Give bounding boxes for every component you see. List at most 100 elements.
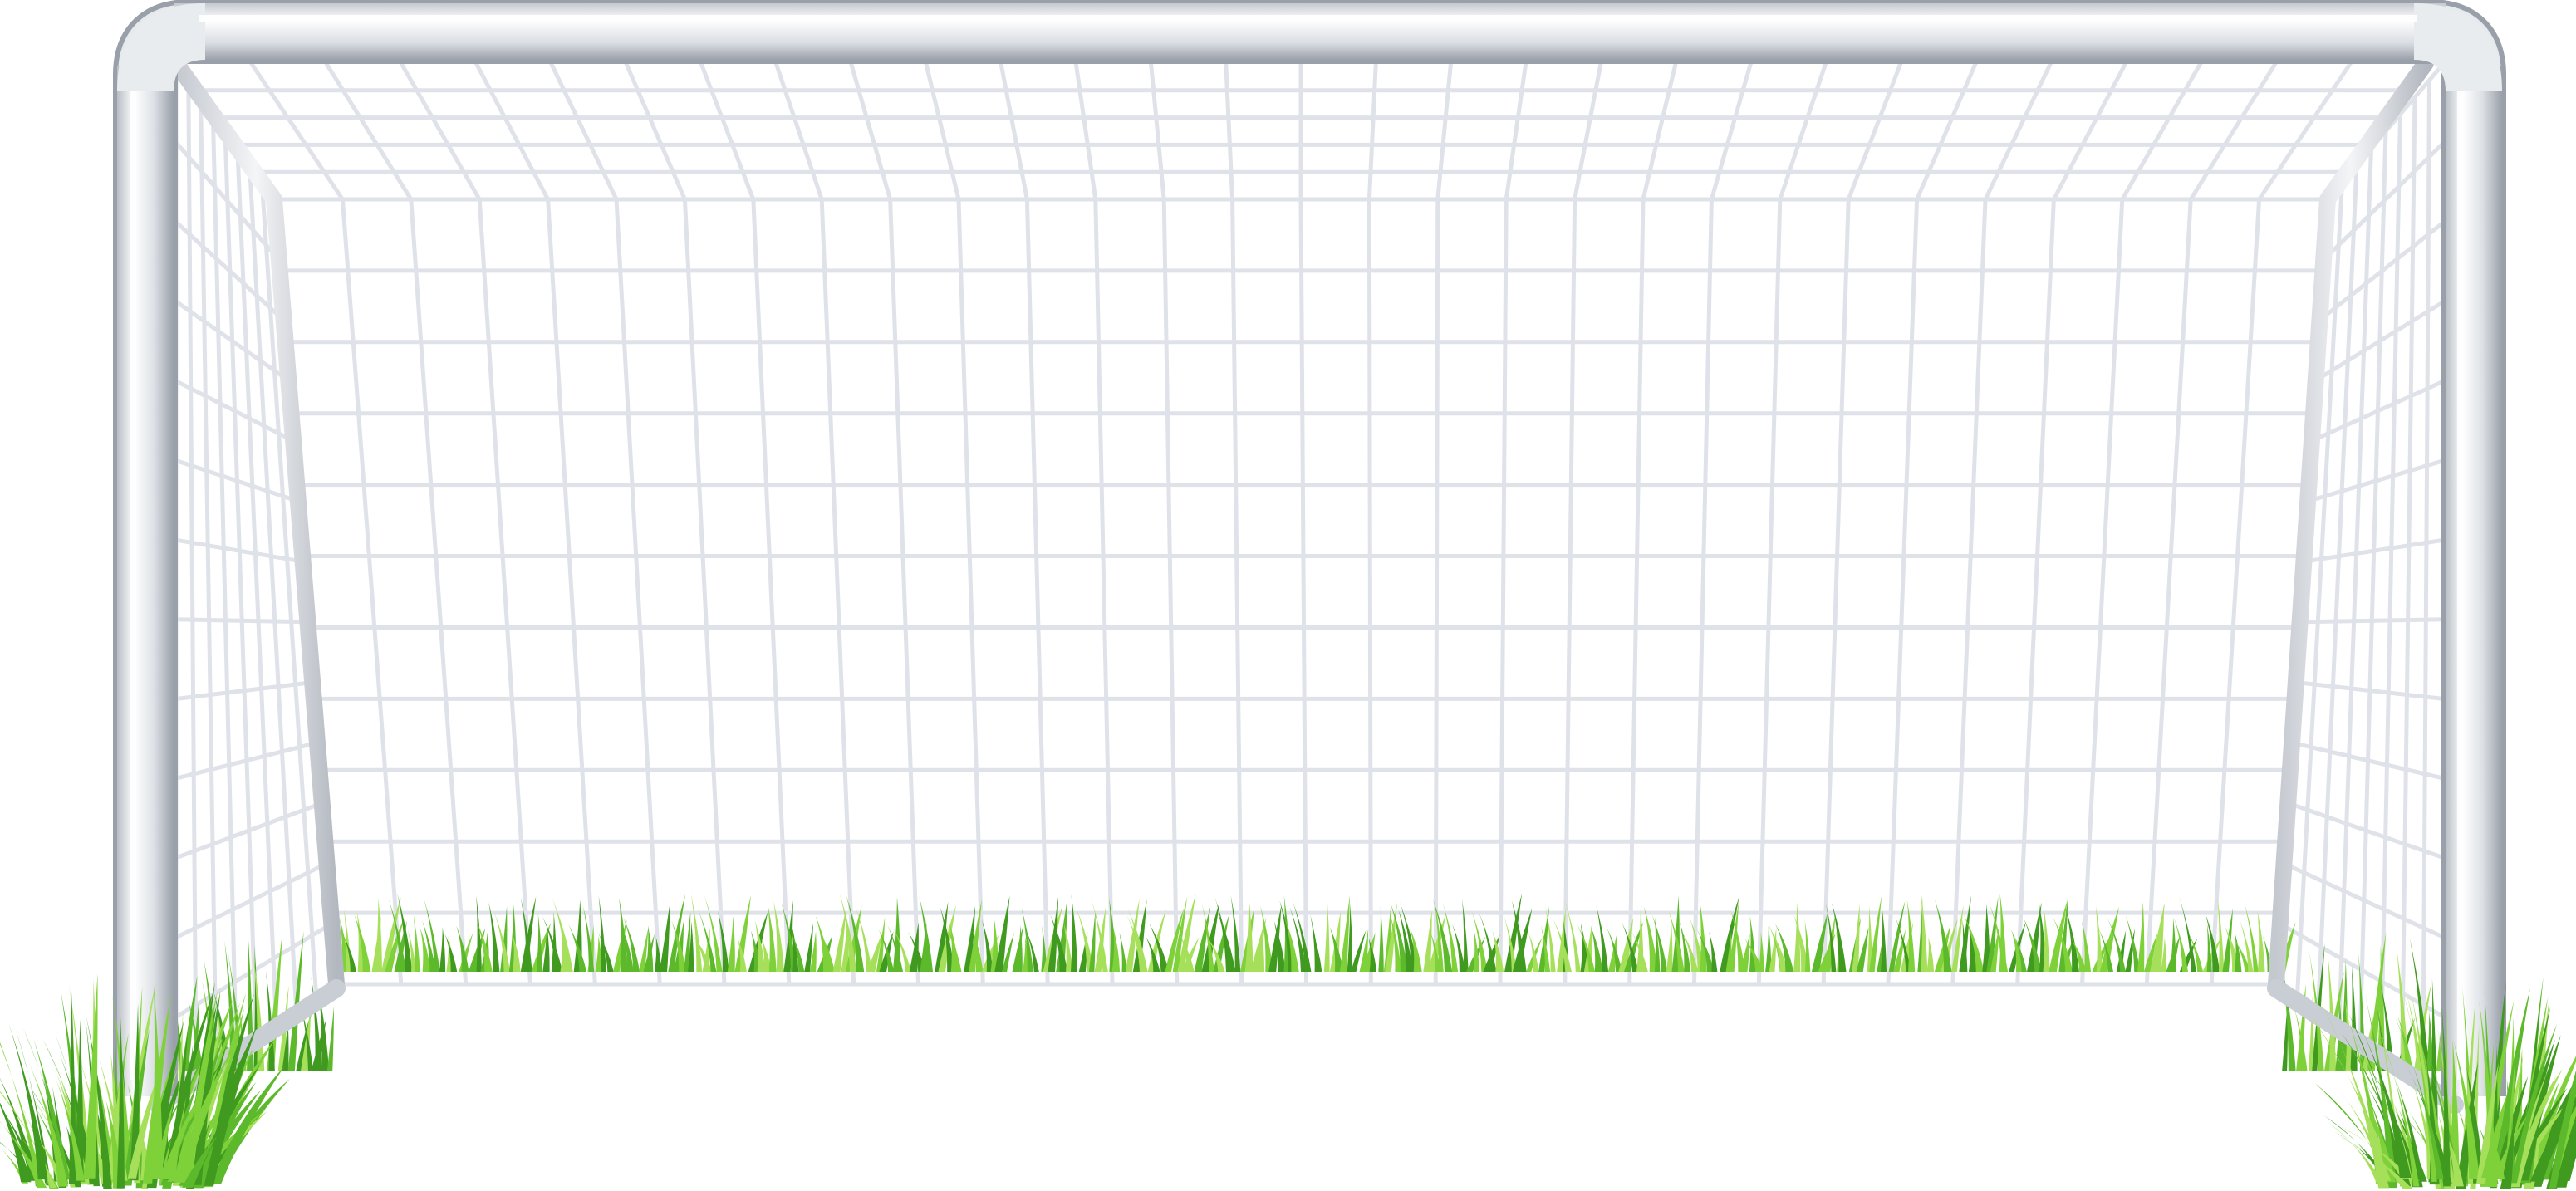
grass-blade	[1512, 908, 1533, 972]
grass-blade	[282, 1021, 289, 1071]
grass-blade	[935, 901, 949, 972]
grass-blade	[1250, 917, 1267, 972]
net-back-vertical	[546, 198, 597, 985]
net-left-vertical	[248, 164, 299, 1012]
grass-blade	[2170, 917, 2176, 972]
grass-blade	[2405, 979, 2437, 1182]
grass-blade	[1260, 905, 1273, 972]
crossbar-right-corner	[2414, 3, 2502, 91]
grass-blade	[116, 1013, 125, 1189]
grass-blade	[1273, 920, 1286, 972]
grass-blade	[2187, 931, 2203, 972]
grass-blade	[0, 1078, 39, 1181]
grass-blade	[1471, 910, 1488, 972]
grass-blade	[1230, 895, 1241, 972]
grass-blade	[2282, 997, 2289, 1071]
grass-blade	[1759, 932, 1764, 972]
grass-blade	[1023, 936, 1029, 972]
grass-blade	[990, 916, 999, 972]
grass-blade	[423, 897, 440, 972]
grass-blade	[2205, 913, 2220, 972]
grass-blade	[1268, 904, 1282, 972]
net-roof-line	[1641, 62, 1678, 200]
grass-blade	[994, 895, 1010, 972]
net-roof-line	[624, 62, 687, 200]
net-roof-line	[1149, 62, 1166, 200]
grass-blade	[2328, 1121, 2384, 1184]
grass-blade	[2481, 1093, 2508, 1179]
grass-blade	[1793, 902, 1801, 972]
net-back-vertical	[340, 198, 404, 985]
grass-blade	[1643, 906, 1658, 972]
grass-blade	[1398, 909, 1413, 972]
grass-blade	[2380, 981, 2395, 1071]
grass-blade	[1852, 904, 1860, 972]
grass-blade	[597, 931, 614, 972]
grass-blade	[2338, 1125, 2412, 1179]
grass-blade	[0, 1121, 47, 1189]
grass-blade	[420, 928, 431, 972]
grass-blade	[702, 927, 710, 972]
grass-blade	[2379, 1031, 2420, 1187]
grass-blade	[174, 1053, 230, 1183]
grass-blade	[0, 1142, 39, 1180]
grass-blade	[1624, 921, 1644, 972]
grass-blade	[2023, 917, 2042, 972]
grass-blade	[1368, 938, 1376, 972]
grass-blade	[2049, 899, 2068, 972]
grass-blade	[354, 914, 371, 972]
grass-blade	[1443, 903, 1459, 972]
net-roof-line	[1573, 62, 1603, 200]
goal-frame	[113, 0, 2506, 1096]
grass-blade	[2402, 1058, 2452, 1184]
grass-blade	[1063, 922, 1073, 972]
net-roof-line	[2120, 61, 2203, 201]
grass-blade	[1258, 932, 1265, 972]
net-roof-line	[999, 62, 1029, 200]
net-roof-line	[399, 61, 482, 201]
net-back-vertical	[1230, 198, 1244, 985]
grass-blade	[1823, 914, 1836, 972]
grass-blade	[845, 893, 865, 972]
grass-blade	[832, 909, 846, 972]
grass-blade	[1504, 893, 1523, 972]
grass-blade	[2442, 1127, 2464, 1187]
grass-blade	[582, 906, 595, 972]
grass-blade	[1869, 895, 1882, 972]
grass-blade	[468, 928, 486, 972]
grass-blade	[2150, 903, 2165, 972]
grass-blade	[1699, 899, 1707, 972]
net-back-vertical	[956, 198, 985, 985]
grass-blade	[444, 934, 458, 972]
grass-blade	[1145, 935, 1160, 972]
crossbar-left-corner	[117, 3, 205, 91]
grass-blade	[1362, 932, 1376, 972]
grass-blade	[919, 896, 933, 972]
net-right-vertical	[2421, 80, 2431, 1083]
grass-tuft-right	[2312, 977, 2576, 1189]
grass-blade	[2153, 903, 2165, 972]
grass-blade	[2453, 1039, 2480, 1179]
grass-blade	[1390, 914, 1402, 972]
grass-blade	[1793, 915, 1809, 972]
grass-blade	[1577, 924, 1596, 972]
grass-blade	[2011, 929, 2024, 972]
grass-blade	[476, 895, 482, 972]
net-left-horizontal	[175, 801, 323, 860]
grass-blade	[182, 1136, 217, 1188]
grass-blade	[1021, 907, 1033, 972]
grass-blade	[207, 992, 255, 1179]
grass-blade	[2014, 934, 2027, 972]
grass-blade	[671, 920, 687, 972]
grass-blade	[375, 898, 382, 972]
grass-blade	[969, 899, 982, 972]
grass-blade	[2279, 949, 2296, 1071]
grass-blade	[1867, 904, 1872, 972]
grass-blade	[768, 904, 777, 972]
grass-blade	[71, 1107, 111, 1184]
grass-blade	[1111, 928, 1121, 972]
grass-blade	[407, 929, 417, 972]
grass-blade	[1709, 931, 1718, 972]
net-back-vertical	[1627, 198, 1646, 985]
net-back-vertical	[682, 198, 727, 985]
